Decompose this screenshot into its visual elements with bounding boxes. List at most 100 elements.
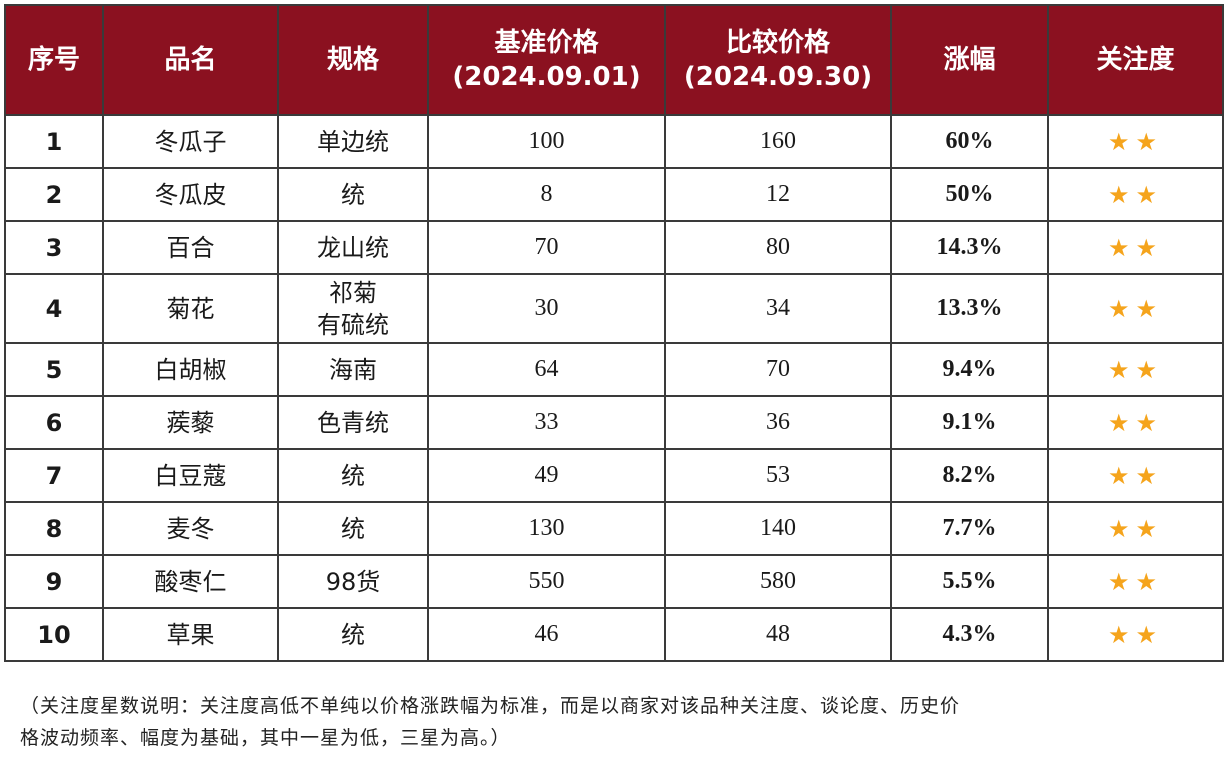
row-change: 8.2% <box>890 448 1049 503</box>
row-base-price: 100 <box>427 114 666 169</box>
row-index: 2 <box>4 167 104 222</box>
row-compare-price: 12 <box>664 167 892 222</box>
row-base-price: 33 <box>427 395 666 450</box>
footnote-line-1: （关注度星数说明：关注度高低不单纯以价格涨跌幅为标准，而是以商家对该品种关注度、… <box>20 695 961 717</box>
header-base-price: 基准价格 (2024.09.01) <box>427 4 666 116</box>
row-spec-line: 统 <box>341 514 365 543</box>
row-compare-price: 160 <box>664 114 892 169</box>
footnote: （关注度星数说明：关注度高低不单纯以价格涨跌幅为标准，而是以商家对该品种关注度、… <box>20 690 1170 754</box>
table-row: 8 麦冬 统 130 140 7.7% ★★ <box>4 501 1224 556</box>
row-change: 14.3% <box>890 220 1049 275</box>
row-compare-price: 36 <box>664 395 892 450</box>
row-attention-stars: ★★ <box>1047 273 1224 344</box>
header-spec: 规格 <box>277 4 429 116</box>
header-base-price-label: 基准价格 <box>494 28 599 58</box>
row-name: 菊花 <box>102 273 279 344</box>
table-row: 3 百合 龙山统 70 80 14.3% ★★ <box>4 220 1224 275</box>
row-name: 草果 <box>102 607 279 662</box>
row-spec: 海南 <box>277 342 429 397</box>
header-name: 品名 <box>102 4 279 116</box>
row-name: 酸枣仁 <box>102 554 279 609</box>
row-base-price: 49 <box>427 448 666 503</box>
row-base-price: 130 <box>427 501 666 556</box>
row-compare-price: 70 <box>664 342 892 397</box>
row-attention-stars: ★★ <box>1047 607 1224 662</box>
header-compare-price: 比较价格 (2024.09.30) <box>664 4 892 116</box>
row-change: 9.4% <box>890 342 1049 397</box>
row-base-price: 550 <box>427 554 666 609</box>
row-index: 6 <box>4 395 104 450</box>
row-index: 10 <box>4 607 104 662</box>
price-table: 序号 品名 规格 基准价格 (2024.09.01) 比较价格 (2024.09… <box>4 4 1224 662</box>
row-base-price: 64 <box>427 342 666 397</box>
row-compare-price: 580 <box>664 554 892 609</box>
row-index: 1 <box>4 114 104 169</box>
header-row: 序号 品名 规格 基准价格 (2024.09.01) 比较价格 (2024.09… <box>4 4 1224 116</box>
row-attention-stars: ★★ <box>1047 114 1224 169</box>
row-spec-line: 统 <box>341 180 365 209</box>
footnote-line-2: 格波动频率、幅度为基础，其中一星为低，三星为高。） <box>20 727 511 749</box>
row-change: 9.1% <box>890 395 1049 450</box>
row-compare-price: 80 <box>664 220 892 275</box>
row-base-price: 46 <box>427 607 666 662</box>
row-change: 4.3% <box>890 607 1049 662</box>
row-spec-line: 单边统 <box>317 127 389 156</box>
row-change: 60% <box>890 114 1049 169</box>
header-index: 序号 <box>4 4 104 116</box>
row-name: 白胡椒 <box>102 342 279 397</box>
row-name: 白豆蔻 <box>102 448 279 503</box>
row-spec-line: 统 <box>341 620 365 649</box>
row-name: 麦冬 <box>102 501 279 556</box>
row-spec: 统 <box>277 448 429 503</box>
row-spec-line: 98货 <box>325 567 381 596</box>
row-attention-stars: ★★ <box>1047 167 1224 222</box>
row-index: 5 <box>4 342 104 397</box>
row-spec-line: 海南 <box>329 355 377 384</box>
row-change: 5.5% <box>890 554 1049 609</box>
row-name: 蒺藜 <box>102 395 279 450</box>
row-name: 冬瓜皮 <box>102 167 279 222</box>
row-base-price: 8 <box>427 167 666 222</box>
table-row: 6 蒺藜 色青统 33 36 9.1% ★★ <box>4 395 1224 450</box>
table-row: 1 冬瓜子 单边统 100 160 60% ★★ <box>4 114 1224 169</box>
row-spec: 统 <box>277 167 429 222</box>
row-attention-stars: ★★ <box>1047 342 1224 397</box>
row-change: 13.3% <box>890 273 1049 344</box>
row-spec: 98货 <box>277 554 429 609</box>
table-row: 2 冬瓜皮 统 8 12 50% ★★ <box>4 167 1224 222</box>
row-spec-line: 有硫统 <box>317 310 389 339</box>
row-compare-price: 48 <box>664 607 892 662</box>
header-compare-date: (2024.09.30) <box>683 62 873 92</box>
row-attention-stars: ★★ <box>1047 448 1224 503</box>
table-row: 9 酸枣仁 98货 550 580 5.5% ★★ <box>4 554 1224 609</box>
table-row: 4 菊花 祁菊 有硫统 30 34 13.3% ★★ <box>4 273 1224 344</box>
table-row: 7 白豆蔻 统 49 53 8.2% ★★ <box>4 448 1224 503</box>
row-spec: 色青统 <box>277 395 429 450</box>
row-compare-price: 140 <box>664 501 892 556</box>
header-change: 涨幅 <box>890 4 1049 116</box>
table-row: 10 草果 统 46 48 4.3% ★★ <box>4 607 1224 662</box>
row-spec-line: 统 <box>341 461 365 490</box>
row-base-price: 30 <box>427 273 666 344</box>
row-index: 9 <box>4 554 104 609</box>
header-attention: 关注度 <box>1047 4 1224 116</box>
row-index: 8 <box>4 501 104 556</box>
row-spec: 统 <box>277 501 429 556</box>
row-spec-line: 色青统 <box>317 408 389 437</box>
row-spec: 单边统 <box>277 114 429 169</box>
table-row: 5 白胡椒 海南 64 70 9.4% ★★ <box>4 342 1224 397</box>
row-index: 7 <box>4 448 104 503</box>
row-spec-line: 祁菊 <box>329 278 377 307</box>
header-compare-price-label: 比较价格 <box>725 28 830 58</box>
row-change: 50% <box>890 167 1049 222</box>
row-compare-price: 53 <box>664 448 892 503</box>
table-body: 1 冬瓜子 单边统 100 160 60% ★★ 2 冬瓜皮统 8 12 50% ★★ 3 百合 龙山统 70 8… <box>4 114 1224 662</box>
row-spec-line: 龙山统 <box>317 233 389 262</box>
row-attention-stars: ★★ <box>1047 501 1224 556</box>
header-base-date: (2024.09.01) <box>452 62 641 92</box>
row-attention-stars: ★★ <box>1047 554 1224 609</box>
row-index: 3 <box>4 220 104 275</box>
row-compare-price: 34 <box>664 273 892 344</box>
row-attention-stars: ★★ <box>1047 395 1224 450</box>
row-change: 7.7% <box>890 501 1049 556</box>
